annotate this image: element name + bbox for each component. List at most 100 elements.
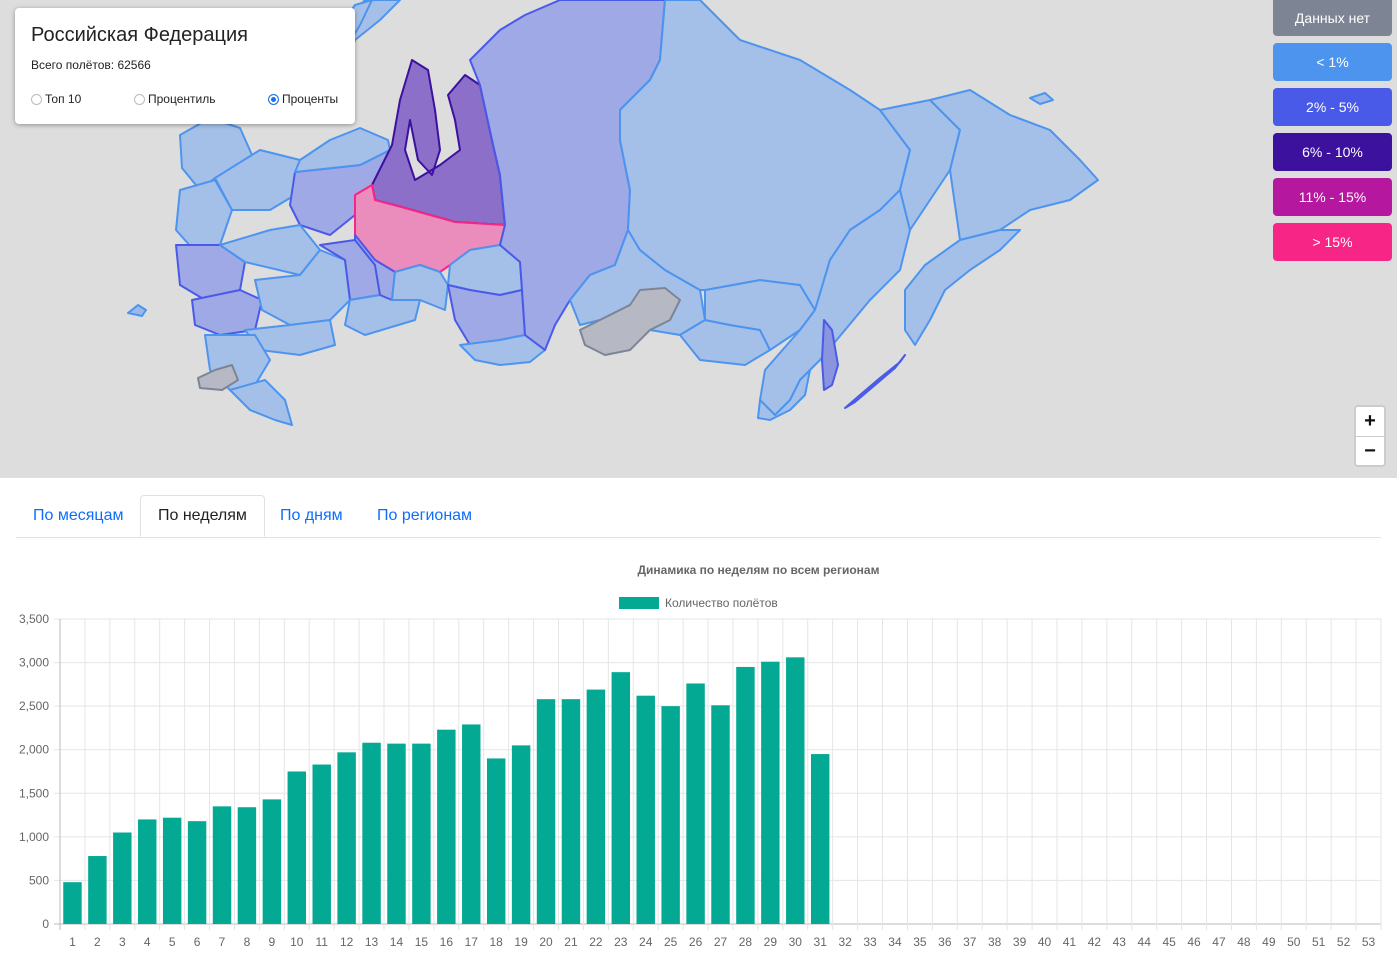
map-title: Российская Федерация [31,24,249,46]
bar-week-7 [212,806,232,924]
bar-week-18 [486,758,506,924]
region-tyumen[interactable] [354,234,396,301]
tab-weeks[interactable]: По неделям [140,495,265,537]
bar-week-30 [786,657,805,924]
bar-week-25 [661,706,680,924]
x-tick-label: 20 [539,935,553,949]
x-tick-label: 45 [1162,935,1176,949]
region-chukotka[interactable] [929,89,1099,241]
x-tick-label: 43 [1113,935,1127,949]
x-tick-label: 42 [1088,935,1102,949]
region-kurils[interactable] [844,354,906,409]
region-novosibirsk[interactable] [447,284,526,346]
x-tick-label: 25 [664,935,678,949]
x-tick-label: 17 [465,935,479,949]
region-khabarovsk[interactable] [759,189,911,416]
legend-11-15[interactable]: 11% - 15% [1273,178,1392,216]
x-tick-label: 30 [789,935,803,949]
weekly-chart: Динамика по неделям по всем регионам Коли… [19,563,1382,949]
y-tick-label: 500 [29,873,49,887]
bar-week-16 [437,729,456,924]
bar-week-1 [63,882,82,924]
x-tick-label: 53 [1362,935,1376,949]
bar-week-26 [686,683,705,924]
bar-week-13 [362,742,381,924]
russia-map-shapes[interactable] [0,0,1397,478]
region-omsk[interactable] [391,264,449,311]
radio-circle-icon[interactable] [134,93,145,105]
x-tick-label: 22 [589,935,603,949]
bar-week-27 [711,705,730,924]
region-shapes [127,0,1099,426]
total-flights: Всего полётов: 62566 [31,58,151,72]
bar-week-29 [761,661,780,924]
x-tick-label: 3 [119,935,126,949]
legend-2-5[interactable]: 2% - 5% [1273,88,1392,126]
bar-week-15 [412,743,431,924]
x-tick-label: 32 [838,935,852,949]
x-tick-label: 8 [244,935,251,949]
x-tick-label: 47 [1212,935,1226,949]
legend-label: 11% - 15% [1298,189,1367,205]
radio-percentile[interactable]: Процентиль [134,92,215,106]
zoom-in-button[interactable]: + [1356,407,1384,437]
region-wrangel[interactable] [1029,92,1054,105]
region-caucasus[interactable] [229,379,293,426]
radio-top10[interactable]: Топ 10 [31,92,81,106]
zoom-control: + − [1354,405,1386,467]
radio-circle-icon[interactable] [31,93,42,105]
y-tick-label: 1,500 [19,786,49,800]
x-tick-label: 4 [144,935,151,949]
tab-days[interactable]: По дням [280,506,343,524]
x-tick-label: 44 [1138,935,1152,949]
x-tick-label: 10 [290,935,304,949]
x-tick-label: 37 [963,935,977,949]
x-tick-label: 2 [94,935,101,949]
bar-week-19 [511,745,531,924]
x-tick-label: 38 [988,935,1002,949]
legend-label: > 15% [1312,234,1353,250]
x-tick-label: 51 [1312,935,1326,949]
bar-week-4 [138,819,157,924]
x-tick-label: 1 [69,935,76,949]
region-nenets[interactable] [294,127,391,173]
x-tick-label: 23 [614,935,628,949]
x-tick-label: 26 [689,935,703,949]
x-tick-label: 28 [739,935,753,949]
region-altai[interactable] [459,334,546,366]
region-kamchatka[interactable] [904,229,1021,346]
x-tick-label: 21 [564,935,578,949]
legend-6-10[interactable]: 6% - 10% [1273,133,1392,171]
region-kaliningrad[interactable] [127,304,147,317]
map-info-panel: Российская Федерация Всего полётов: 6256… [15,8,355,124]
bar-week-3 [113,832,132,924]
x-tick-label: 6 [194,935,201,949]
y-tick-label: 3,500 [19,612,49,626]
tab-months[interactable]: По месяцам [33,506,124,524]
x-tick-label: 5 [169,935,176,949]
x-tick-label: 39 [1013,935,1027,949]
region-primorye[interactable] [757,369,811,421]
legend-label: < 1% [1316,54,1349,70]
legend-under-1[interactable]: < 1% [1273,43,1392,81]
y-tick-label: 0 [42,917,49,931]
bar-week-22 [586,689,606,924]
legend-over-15[interactable]: > 15% [1273,223,1392,261]
tab-regions[interactable]: По регионам [377,506,473,524]
bar-week-9 [262,799,282,924]
bar-week-14 [387,743,406,924]
zoom-out-button[interactable]: − [1364,440,1376,462]
x-tick-label: 46 [1187,935,1201,949]
x-tick-label: 15 [415,935,429,949]
radio-checked-icon[interactable] [268,93,279,105]
legend-no-data[interactable]: Данных нет [1273,0,1392,36]
region-buryatia[interactable] [579,287,681,356]
region-map[interactable]: Российская Федерация Всего полётов: 6256… [0,0,1397,478]
chart-tabs: По месяцам По неделям По дням По региона… [16,495,1381,538]
x-tick-label: 13 [365,935,379,949]
region-sakhalin[interactable] [821,319,839,391]
x-tick-label: 36 [938,935,952,949]
radio-percent[interactable]: Проценты [268,92,338,106]
region-crimea[interactable] [197,364,239,391]
x-tick-label: 16 [440,935,454,949]
